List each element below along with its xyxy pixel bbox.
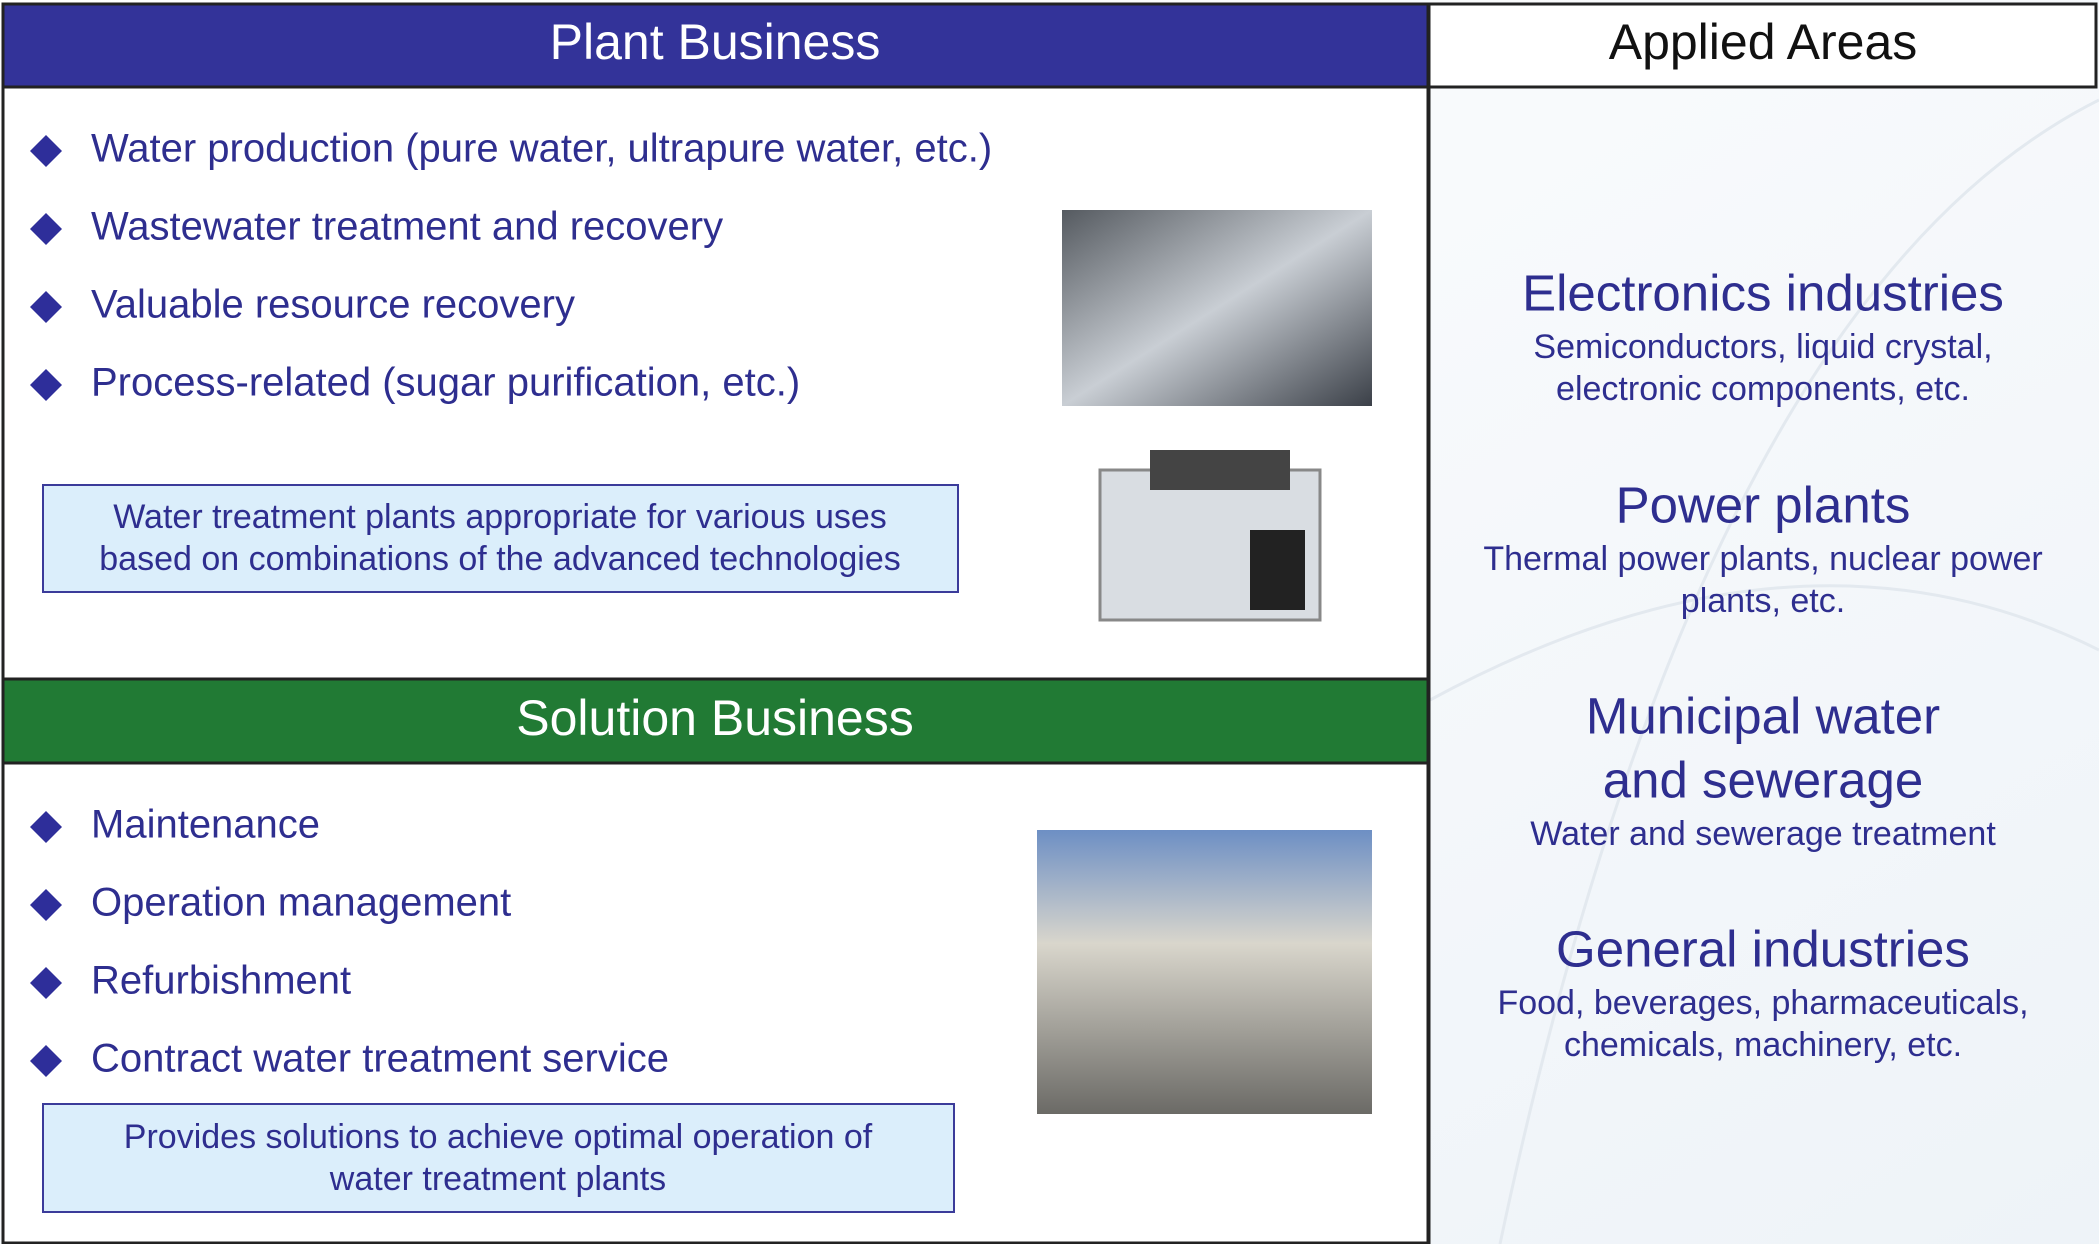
area-title: General industries <box>1556 920 1970 977</box>
photo-workers <box>1037 830 1372 1114</box>
plant-header <box>1 2 1430 89</box>
note-line: Water treatment plants appropriate for v… <box>113 498 887 536</box>
area-title: and sewerage <box>1603 751 1923 808</box>
items: Water production (pure water, ultrapure … <box>30 127 992 1081</box>
area-desc: Water and sewerage treatment <box>1530 815 1996 853</box>
item: Valuable resource recovery <box>91 283 575 327</box>
bullet <box>30 967 62 999</box>
applied-title: Applied Areas <box>1609 14 1918 70</box>
area-desc: Thermal power plants, nuclear power <box>1483 540 2042 578</box>
decor <box>1429 98 2099 1245</box>
area-desc: Semiconductors, liquid crystal, <box>1533 328 1992 366</box>
area-desc: electronic components, etc. <box>1556 370 1970 408</box>
item: Wastewater treatment and recovery <box>91 205 723 249</box>
item: Operation management <box>91 881 511 925</box>
area-title: Electronics industries <box>1522 264 2004 321</box>
plant-title: Plant Business <box>550 14 881 70</box>
plant-note-box <box>42 484 959 593</box>
item: Water production (pure water, ultrapure … <box>91 127 992 171</box>
bullet <box>30 369 62 401</box>
bullet <box>30 291 62 323</box>
bullet <box>30 213 62 245</box>
solution-header <box>1 677 1430 765</box>
item: Contract water treatment service <box>91 1037 669 1081</box>
area-title: Power plants <box>1616 476 1911 533</box>
area-desc: Food, beverages, pharmaceuticals, <box>1497 984 2028 1022</box>
item: Maintenance <box>91 803 320 847</box>
item: Refurbishment <box>91 959 351 1003</box>
bullet <box>30 135 62 167</box>
area-desc: plants, etc. <box>1681 582 1845 620</box>
bullet <box>30 1045 62 1077</box>
area-desc: chemicals, machinery, etc. <box>1564 1026 1962 1064</box>
solution-title: Solution Business <box>516 690 913 746</box>
solution-note-box <box>42 1103 955 1213</box>
item: Process-related (sugar purification, etc… <box>91 361 800 405</box>
area-title: Municipal water <box>1586 687 1940 744</box>
bullet <box>30 889 62 921</box>
photo-plant-pipes <box>1062 210 1372 406</box>
note-line: Provides solutions to achieve optimal op… <box>124 1118 873 1156</box>
note-line: based on combinations of the advanced te… <box>99 540 900 578</box>
areas: Electronics industries Semiconductors, li… <box>1483 264 2042 1064</box>
bullet <box>30 811 62 843</box>
photo-plant-unit <box>1098 450 1322 622</box>
note-line: water treatment plants <box>329 1160 666 1198</box>
